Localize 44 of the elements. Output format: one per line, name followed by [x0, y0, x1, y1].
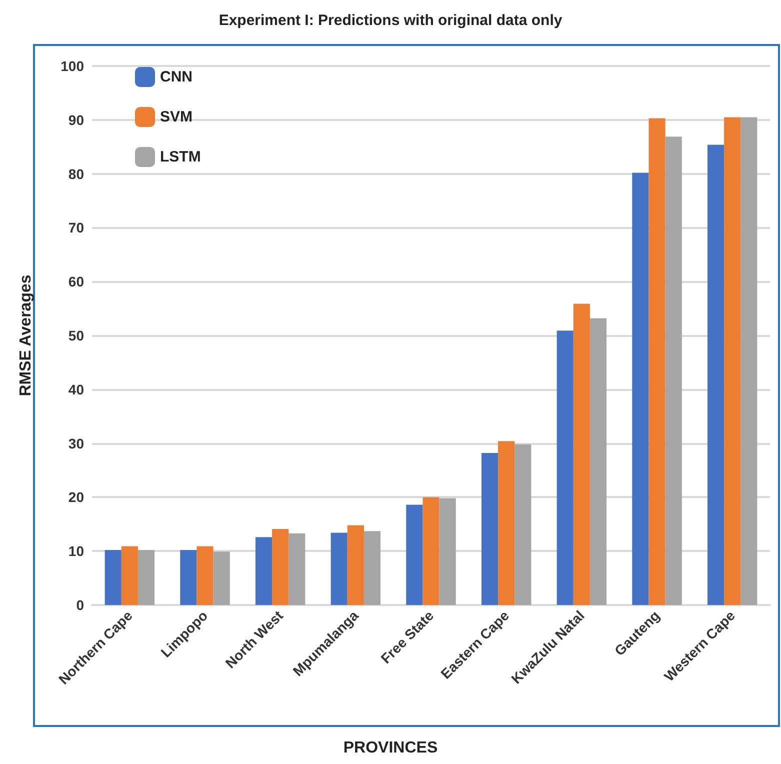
bar: [724, 117, 741, 605]
bar: [272, 529, 289, 605]
bar: [255, 537, 272, 605]
y-tick-label: 20: [68, 489, 84, 506]
bar: [665, 136, 682, 605]
legend-label: LSTM: [160, 148, 201, 166]
y-tick-label: 50: [68, 328, 84, 344]
bar: [406, 504, 423, 605]
bar: [707, 144, 724, 605]
bar: [481, 453, 498, 605]
y-tick-label: 60: [68, 274, 84, 290]
bar: [498, 441, 515, 605]
legend-label: CNN: [160, 68, 192, 86]
x-axis-title: PROVINCES: [343, 740, 438, 756]
bar: [213, 552, 230, 605]
bar: [121, 546, 138, 605]
bar: [347, 525, 364, 605]
bar: [330, 532, 348, 605]
bar: [648, 118, 666, 605]
y-tick-label: 80: [68, 166, 84, 182]
bar: [590, 318, 607, 605]
legend-label: SVM: [160, 108, 193, 126]
bar: [632, 172, 649, 605]
bar: [439, 498, 456, 605]
bar: [196, 546, 214, 605]
bar: [740, 117, 758, 605]
bar: [514, 444, 532, 605]
bar: [422, 497, 440, 605]
y-tick-label: 0: [76, 597, 84, 613]
bar: [573, 304, 590, 605]
bar: [288, 533, 306, 605]
chart-title: Experiment I: Predictions with original data only: [218, 12, 563, 29]
y-tick-label: 90: [68, 112, 84, 128]
y-axis-title: RMSE Averages: [18, 274, 34, 396]
bar: [364, 531, 381, 605]
y-tick-label: 10: [68, 543, 84, 560]
bar: [138, 550, 155, 605]
y-tick-label: 40: [68, 381, 84, 398]
y-tick-label: 30: [68, 435, 84, 452]
bar: [104, 550, 122, 605]
y-tick-label: 70: [68, 220, 84, 236]
bar: [556, 330, 574, 605]
y-tick-label: 100: [60, 58, 84, 74]
bar: [180, 550, 197, 605]
